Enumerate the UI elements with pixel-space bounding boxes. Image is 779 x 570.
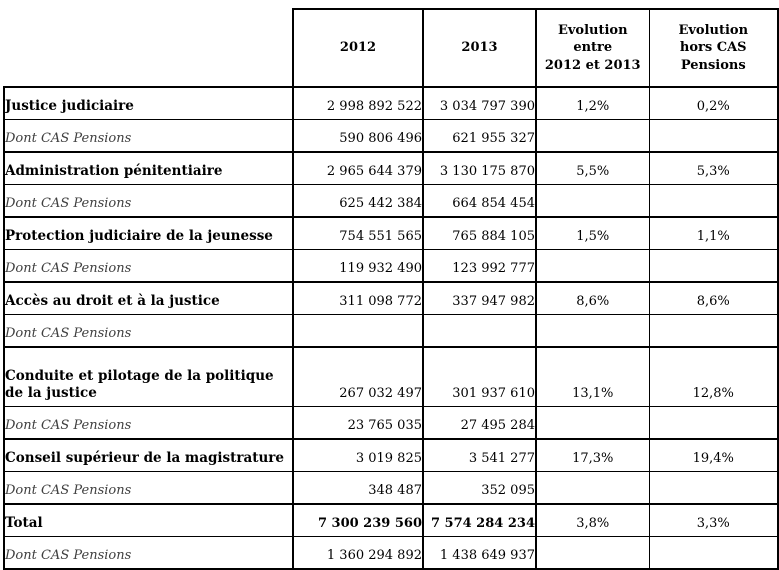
header-evolution-hors-line1: Evolution bbox=[678, 22, 749, 38]
value-2013-cell bbox=[422, 314, 536, 347]
value-2013-cell: 352 095 bbox=[422, 471, 536, 504]
value-2013-cell: 1 438 649 937 bbox=[422, 536, 536, 570]
row-label-cell: Dont CAS Pensions bbox=[3, 314, 293, 347]
evolution-hors-cell bbox=[648, 406, 779, 439]
table-row-conseil-superieur-magistrature: Conseil supérieur de la magistrature 3 0… bbox=[3, 438, 779, 472]
table-row-conduite-et-pilotage: Conduite et pilotage de la politique de … bbox=[3, 346, 779, 407]
evolution-cell bbox=[535, 471, 649, 504]
evolution-cell: 1,5% bbox=[535, 216, 649, 250]
value-2012-cell: 3 019 825 bbox=[292, 438, 423, 472]
value-2013-cell: 3 034 797 390 bbox=[422, 86, 536, 120]
evolution-hors-cell bbox=[648, 184, 779, 217]
evolution-hors-cell: 5,3% bbox=[648, 151, 779, 185]
header-2013: 2013 bbox=[422, 8, 536, 87]
evolution-hors-cell: 3,3% bbox=[648, 503, 779, 537]
row-label-cell: Justice judiciaire bbox=[3, 86, 293, 120]
value-2012-cell: 625 442 384 bbox=[292, 184, 423, 217]
value-2012-cell: 754 551 565 bbox=[292, 216, 423, 250]
table-row-total: Total 7 300 239 560 7 574 284 234 3,8% 3… bbox=[3, 503, 779, 537]
value-2012-cell: 2 998 892 522 bbox=[292, 86, 423, 120]
header-row: 2012 2013 Evolution entre 2012 et 2013 E… bbox=[4, 8, 779, 87]
table-row-acces-au-droit: Accès au droit et à la justice 311 098 7… bbox=[3, 281, 779, 315]
evolution-hors-cell: 8,6% bbox=[648, 281, 779, 315]
table-row-justice-judiciaire: Justice judiciaire 2 998 892 522 3 034 7… bbox=[3, 86, 779, 120]
table-row-cas-pensions: Dont CAS Pensions bbox=[3, 314, 779, 347]
header-evolution-hors-line3: Pensions bbox=[680, 57, 746, 73]
evolution-hors-cell: 0,2% bbox=[648, 86, 779, 120]
value-2013-cell: 27 495 284 bbox=[422, 406, 536, 439]
evolution-hors-cell: 12,8% bbox=[648, 346, 779, 407]
evolution-cell: 8,6% bbox=[535, 281, 649, 315]
table-row-cas-pensions: Dont CAS Pensions 1 360 294 892 1 438 64… bbox=[3, 536, 779, 570]
evolution-hors-cell bbox=[648, 314, 779, 347]
evolution-cell bbox=[535, 314, 649, 347]
evolution-cell: 13,1% bbox=[535, 346, 649, 407]
evolution-cell bbox=[535, 406, 649, 439]
evolution-hors-cell: 1,1% bbox=[648, 216, 779, 250]
row-label-cell: Dont CAS Pensions bbox=[3, 406, 293, 439]
value-2012-cell bbox=[292, 314, 423, 347]
table-row-administration-penitentiaire: Administration pénitentiaire 2 965 644 3… bbox=[3, 151, 779, 185]
evolution-hors-cell: 19,4% bbox=[648, 438, 779, 472]
row-label-cell: Conseil supérieur de la magistrature bbox=[3, 438, 293, 472]
evolution-hors-cell bbox=[648, 119, 779, 152]
header-evolution-line2: entre bbox=[573, 40, 613, 56]
table-row-cas-pensions: Dont CAS Pensions 590 806 496 621 955 32… bbox=[3, 119, 779, 152]
evolution-cell bbox=[535, 536, 649, 570]
row-label-cell: Dont CAS Pensions bbox=[3, 471, 293, 504]
budget-credits-table: 2012 2013 Evolution entre 2012 et 2013 E… bbox=[3, 8, 779, 570]
value-2012-cell: 7 300 239 560 bbox=[292, 503, 423, 537]
evolution-cell: 5,5% bbox=[535, 151, 649, 185]
evolution-cell bbox=[535, 119, 649, 152]
value-2013-cell: 7 574 284 234 bbox=[422, 503, 536, 537]
value-2013-cell: 301 937 610 bbox=[422, 346, 536, 407]
value-2012-cell: 590 806 496 bbox=[292, 119, 423, 152]
value-2012-cell: 119 932 490 bbox=[292, 249, 423, 282]
value-2012-cell: 267 032 497 bbox=[292, 346, 423, 407]
value-2013-cell: 3 541 277 bbox=[422, 438, 536, 472]
row-label-cell: Dont CAS Pensions bbox=[3, 184, 293, 217]
evolution-hors-cell bbox=[648, 536, 779, 570]
row-label-cell: Administration pénitentiaire bbox=[3, 151, 293, 185]
row-label-cell: Accès au droit et à la justice bbox=[3, 281, 293, 315]
evolution-cell: 1,2% bbox=[535, 86, 649, 120]
value-2013-cell: 765 884 105 bbox=[422, 216, 536, 250]
value-2013-cell: 3 130 175 870 bbox=[422, 151, 536, 185]
value-2013-cell: 123 992 777 bbox=[422, 249, 536, 282]
value-2012-cell: 348 487 bbox=[292, 471, 423, 504]
header-evolution-hors-line2: hors CAS bbox=[679, 40, 747, 56]
row-label-cell: Conduite et pilotage de la politique de … bbox=[3, 346, 293, 407]
table-row-cas-pensions: Dont CAS Pensions 23 765 035 27 495 284 bbox=[3, 406, 779, 439]
evolution-hors-cell bbox=[648, 471, 779, 504]
evolution-cell: 3,8% bbox=[535, 503, 649, 537]
value-2012-cell: 1 360 294 892 bbox=[292, 536, 423, 570]
table-row-cas-pensions: Dont CAS Pensions 119 932 490 123 992 77… bbox=[3, 249, 779, 282]
table-body: Justice judiciaire 2 998 892 522 3 034 7… bbox=[3, 86, 779, 570]
header-corner-cell bbox=[4, 9, 293, 87]
evolution-hors-cell bbox=[648, 249, 779, 282]
header-evolution-line3: 2012 et 2013 bbox=[544, 57, 641, 73]
row-label-cell: Protection judiciaire de la jeunesse bbox=[3, 216, 293, 250]
table-row-cas-pensions: Dont CAS Pensions 348 487 352 095 bbox=[3, 471, 779, 504]
header-evolution-hors-cas: Evolution hors CAS Pensions bbox=[648, 8, 779, 87]
row-label-cell: Dont CAS Pensions bbox=[3, 536, 293, 570]
row-label-cell: Dont CAS Pensions bbox=[3, 249, 293, 282]
value-2013-cell: 621 955 327 bbox=[422, 119, 536, 152]
header-2012: 2012 bbox=[292, 8, 423, 87]
value-2013-cell: 664 854 454 bbox=[422, 184, 536, 217]
row-label-cell: Dont CAS Pensions bbox=[3, 119, 293, 152]
header-evolution: Evolution entre 2012 et 2013 bbox=[535, 8, 649, 87]
value-2012-cell: 2 965 644 379 bbox=[292, 151, 423, 185]
table-header: 2012 2013 Evolution entre 2012 et 2013 E… bbox=[4, 8, 779, 87]
evolution-cell bbox=[535, 184, 649, 217]
table-row-protection-judiciaire-jeunesse: Protection judiciaire de la jeunesse 754… bbox=[3, 216, 779, 250]
value-2012-cell: 311 098 772 bbox=[292, 281, 423, 315]
evolution-cell bbox=[535, 249, 649, 282]
evolution-cell: 17,3% bbox=[535, 438, 649, 472]
table-row-cas-pensions: Dont CAS Pensions 625 442 384 664 854 45… bbox=[3, 184, 779, 217]
header-evolution-line1: Evolution bbox=[557, 22, 628, 38]
row-label-cell: Total bbox=[3, 503, 293, 537]
value-2012-cell: 23 765 035 bbox=[292, 406, 423, 439]
value-2013-cell: 337 947 982 bbox=[422, 281, 536, 315]
